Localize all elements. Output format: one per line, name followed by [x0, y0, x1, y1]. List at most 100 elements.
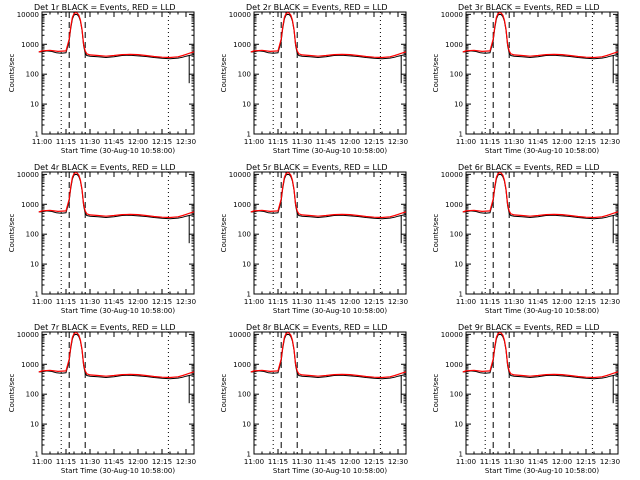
y-tick-label: 10 — [242, 421, 251, 429]
x-tick-label: 12:15 — [152, 138, 172, 146]
x-tick-label: 12:00 — [552, 298, 572, 306]
x-tick-label: 11:00 — [32, 458, 52, 466]
lld-series-line — [38, 11, 195, 59]
x-tick-label: 11:30 — [504, 458, 524, 466]
x-tick-label: 12:30 — [388, 138, 408, 146]
y-axis-label: Counts/sec — [432, 214, 440, 253]
y-tick-label: 10000 — [441, 11, 463, 19]
y-tick-label: 10 — [454, 261, 463, 269]
y-tick-label: 1 — [247, 451, 251, 459]
plot-frame — [253, 331, 407, 455]
panel-4: Det 4r BLACK = Events, RED = LLD 1 10 100 10… — [8, 163, 196, 315]
x-tick-label: 11:30 — [80, 458, 100, 466]
y-tick-label: 1000 — [445, 361, 463, 369]
x-tick-label: 11:30 — [504, 138, 524, 146]
x-tick-label: 11:45 — [316, 298, 336, 306]
x-axis-label: Start Time (30-Aug-10 10:58:00) — [273, 467, 387, 475]
panel-title: Det 5r BLACK = Events, RED = LLD — [246, 163, 388, 172]
y-tick-label: 100 — [450, 231, 463, 239]
panel-6: Det 6r BLACK = Events, RED = LLD 1 10 100 10… — [432, 163, 620, 315]
y-tick-label: 100 — [238, 391, 251, 399]
y-tick-label: 100 — [26, 231, 39, 239]
panel-2: Det 2r BLACK = Events, RED = LLD 1 10 100 10… — [220, 3, 408, 155]
x-tick-label: 11:15 — [268, 298, 288, 306]
x-tick-label: 12:00 — [340, 458, 360, 466]
panel-1: Det 1r BLACK = Events, RED = LLD 1 10 100 10… — [8, 3, 196, 155]
y-tick-label: 10000 — [17, 171, 39, 179]
x-tick-label: 11:15 — [56, 458, 76, 466]
x-tick-label: 11:30 — [80, 298, 100, 306]
x-tick-label: 12:30 — [388, 298, 408, 306]
x-tick-label: 11:00 — [244, 138, 264, 146]
x-tick-label: 12:15 — [152, 458, 172, 466]
x-tick-label: 11:45 — [104, 298, 124, 306]
x-tick-label: 11:00 — [456, 138, 476, 146]
x-tick-label: 11:00 — [32, 298, 52, 306]
panel-8: Det 8r BLACK = Events, RED = LLD 1 10 100 10… — [220, 323, 408, 475]
x-tick-label: 11:15 — [56, 138, 76, 146]
x-tick-label: 12:00 — [340, 298, 360, 306]
x-axis-label: Start Time (30-Aug-10 10:58:00) — [485, 147, 599, 155]
lld-series-line — [462, 331, 619, 379]
x-tick-label: 11:15 — [268, 458, 288, 466]
x-tick-label: 12:15 — [364, 298, 384, 306]
y-axis-label: Counts/sec — [8, 374, 16, 413]
x-tick-label: 12:00 — [340, 138, 360, 146]
x-tick-label: 11:30 — [292, 138, 312, 146]
x-tick-label: 11:15 — [268, 138, 288, 146]
y-tick-label: 1 — [459, 131, 463, 139]
panel-title: Det 9r BLACK = Events, RED = LLD — [458, 323, 600, 332]
panel-title: Det 4r BLACK = Events, RED = LLD — [34, 163, 176, 172]
panel-title: Det 1r BLACK = Events, RED = LLD — [34, 3, 176, 12]
y-tick-label: 1 — [459, 451, 463, 459]
y-tick-label: 1000 — [21, 41, 39, 49]
x-tick-label: 12:00 — [128, 298, 148, 306]
events-series-line — [462, 173, 619, 220]
plot-frame — [465, 331, 619, 455]
y-axis-label: Counts/sec — [220, 214, 228, 253]
plot-frame — [41, 11, 195, 135]
x-tick-label: 12:30 — [600, 138, 620, 146]
y-tick-label: 1 — [35, 451, 39, 459]
y-tick-label: 1000 — [233, 201, 251, 209]
x-axis-label: Start Time (30-Aug-10 10:58:00) — [485, 307, 599, 315]
plot-frame — [465, 171, 619, 295]
y-tick-label: 1000 — [445, 41, 463, 49]
y-tick-label: 10 — [30, 101, 39, 109]
lld-series-line — [250, 171, 407, 219]
y-tick-label: 10 — [30, 261, 39, 269]
x-tick-label: 12:00 — [552, 138, 572, 146]
panel-title: Det 2r BLACK = Events, RED = LLD — [246, 3, 388, 12]
x-tick-label: 11:30 — [80, 138, 100, 146]
y-tick-label: 10000 — [17, 11, 39, 19]
plot-frame — [41, 171, 195, 295]
lld-series-line — [38, 171, 195, 219]
y-tick-label: 10000 — [229, 11, 251, 19]
x-axis-label: Start Time (30-Aug-10 10:58:00) — [273, 307, 387, 315]
x-tick-label: 12:15 — [364, 138, 384, 146]
x-tick-label: 11:30 — [292, 298, 312, 306]
events-series-line — [250, 173, 407, 220]
y-tick-label: 100 — [450, 391, 463, 399]
x-tick-label: 12:00 — [552, 458, 572, 466]
y-tick-label: 10000 — [229, 331, 251, 339]
x-tick-label: 12:30 — [388, 458, 408, 466]
y-tick-label: 100 — [26, 391, 39, 399]
x-tick-label: 11:15 — [56, 298, 76, 306]
y-axis-label: Counts/sec — [220, 54, 228, 93]
lld-series-line — [250, 331, 407, 379]
y-tick-label: 100 — [450, 71, 463, 79]
x-tick-label: 12:30 — [600, 298, 620, 306]
events-series-line — [38, 333, 195, 380]
x-axis-label: Start Time (30-Aug-10 10:58:00) — [273, 147, 387, 155]
panel-3: Det 3r BLACK = Events, RED = LLD 1 10 100 10… — [432, 3, 620, 155]
x-tick-label: 12:15 — [576, 298, 596, 306]
plot-frame — [253, 11, 407, 135]
x-tick-label: 11:30 — [292, 458, 312, 466]
x-tick-label: 11:45 — [316, 138, 336, 146]
x-tick-label: 11:15 — [480, 458, 500, 466]
x-tick-label: 12:00 — [128, 138, 148, 146]
events-series-line — [250, 13, 407, 60]
x-tick-label: 12:30 — [176, 298, 196, 306]
y-tick-label: 1000 — [445, 201, 463, 209]
